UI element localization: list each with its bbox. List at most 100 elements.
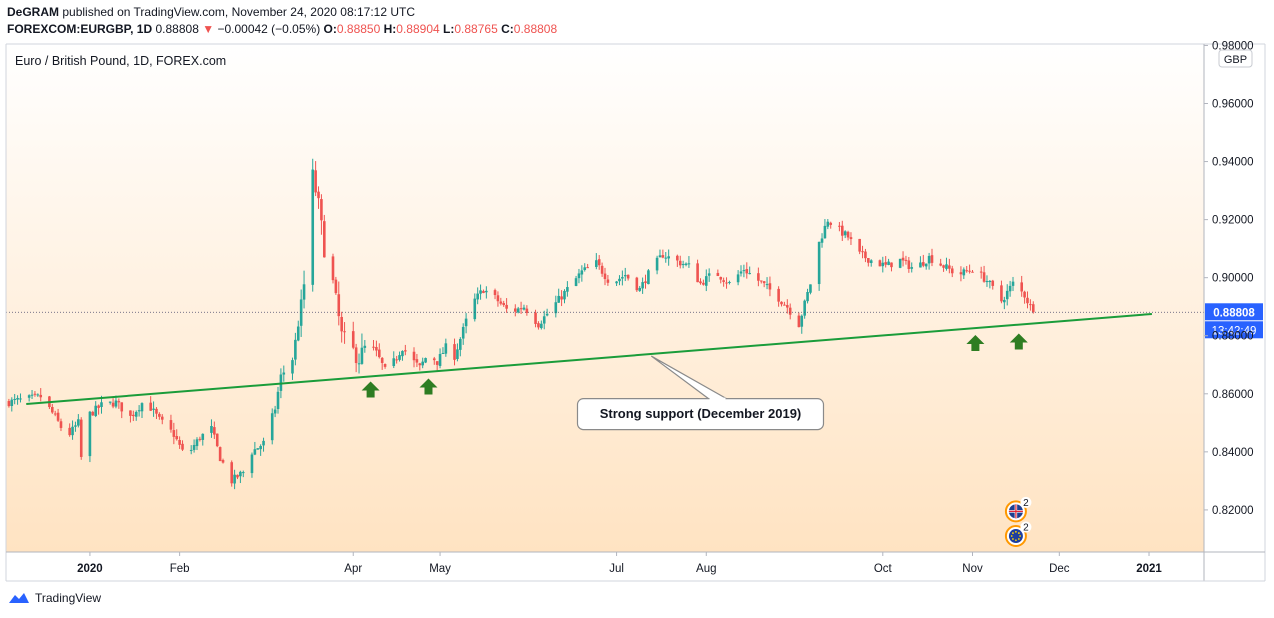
- up-arrow-icon: [419, 378, 438, 395]
- candle-body: [924, 263, 928, 267]
- event-count-badge: [1020, 521, 1032, 533]
- candle-body: [910, 267, 914, 269]
- open-value: 0.88850: [336, 22, 381, 36]
- candle-body: [768, 283, 772, 290]
- candle-body: [192, 444, 196, 450]
- candle-body: [91, 411, 95, 416]
- chart-title: Euro / British Pound, 1D, FOREX.com: [15, 54, 226, 68]
- candle-body: [702, 282, 705, 285]
- eu-flag-star: [1010, 535, 1013, 537]
- candle-body: [597, 259, 601, 266]
- candle-body: [375, 346, 378, 351]
- candle-body: [461, 326, 465, 339]
- candle-body: [291, 360, 294, 374]
- candle-body: [919, 262, 922, 268]
- candle-body: [962, 269, 966, 276]
- candle-body: [152, 408, 155, 410]
- candle-body: [603, 273, 607, 280]
- candle-body: [71, 426, 74, 436]
- candle-body: [777, 288, 780, 302]
- candle-body: [189, 449, 193, 451]
- candle-body: [788, 307, 792, 315]
- candle-body: [482, 290, 485, 294]
- candle-body: [843, 231, 847, 236]
- candle-body: [380, 357, 384, 363]
- candle-body: [499, 301, 503, 304]
- candle-body: [759, 280, 763, 282]
- candle-body: [537, 323, 540, 328]
- candle-body: [545, 313, 549, 316]
- candle-body: [687, 263, 691, 265]
- candle-body: [68, 427, 71, 436]
- candle-body: [282, 372, 286, 375]
- high-value: 0.88904: [396, 22, 440, 36]
- y-tick-label: 0.92000: [1212, 215, 1254, 227]
- footer-brand[interactable]: TradingView: [8, 591, 101, 605]
- candle-body: [1008, 285, 1012, 292]
- candle-body: [496, 295, 500, 302]
- candle-body: [74, 425, 77, 427]
- candle-body: [296, 326, 300, 341]
- open-label: O:: [323, 22, 337, 36]
- candle-body: [745, 269, 749, 274]
- eu-flag-star: [1019, 535, 1022, 537]
- candle-body: [635, 277, 639, 291]
- y-tick-label: 0.84000: [1212, 447, 1254, 459]
- candle-body: [343, 331, 346, 333]
- candle-body: [959, 272, 963, 275]
- eu-flag-star: [1015, 539, 1017, 542]
- candle-body: [626, 274, 630, 279]
- candle-body: [493, 290, 497, 296]
- candle-body: [968, 270, 971, 272]
- candle-body: [800, 315, 804, 327]
- candle-body: [519, 308, 523, 310]
- eu-flag-star: [1017, 538, 1020, 540]
- candle-body: [149, 402, 152, 411]
- candle-body: [404, 350, 407, 352]
- candle-body: [262, 440, 265, 446]
- change-arrow-icon: ▼: [202, 22, 215, 36]
- event-count-badge: [1020, 496, 1032, 508]
- candle-body: [270, 413, 274, 441]
- candle-body: [424, 358, 427, 363]
- eu-flag-star: [1012, 538, 1014, 540]
- candle-body: [354, 347, 358, 364]
- candle-body: [1029, 304, 1032, 306]
- candle-body: [638, 287, 642, 291]
- candle-body: [939, 263, 942, 266]
- candle-body: [817, 241, 821, 285]
- candle-body: [372, 346, 375, 348]
- candle-body: [317, 191, 320, 199]
- last-price: 0.88808: [155, 22, 199, 36]
- author-name[interactable]: DeGRAM: [7, 5, 60, 19]
- candle-body: [259, 446, 262, 450]
- up-arrow-icon: [966, 334, 985, 351]
- candle-body: [210, 426, 213, 433]
- candle-body: [158, 413, 161, 417]
- candle-body: [678, 260, 682, 266]
- candle-body: [155, 408, 158, 414]
- candle-body: [253, 449, 257, 455]
- candle-body: [641, 282, 644, 289]
- x-tick-label: 2020: [77, 563, 103, 575]
- countdown-tag-label: 13:42:49: [1212, 325, 1257, 337]
- candle-body: [600, 265, 604, 274]
- candle-body: [739, 271, 743, 274]
- currency-badge[interactable]: GBP: [1218, 49, 1253, 68]
- candle-body: [311, 169, 315, 285]
- candle-body: [725, 282, 728, 284]
- eu-flag-star: [1012, 532, 1014, 534]
- candle-body: [360, 347, 364, 364]
- x-tick-label: 2021: [1136, 563, 1162, 575]
- x-tick-label: Apr: [344, 563, 362, 575]
- candle-body: [383, 364, 387, 367]
- candle-body: [655, 257, 659, 271]
- candle-body: [583, 267, 587, 270]
- candle-body: [881, 262, 885, 267]
- candle-body: [441, 352, 445, 354]
- published-text: published on TradingView.com, November 2…: [62, 5, 416, 19]
- close-value: 0.88808: [513, 22, 558, 36]
- candle-body: [716, 272, 720, 277]
- candle-body: [644, 281, 647, 284]
